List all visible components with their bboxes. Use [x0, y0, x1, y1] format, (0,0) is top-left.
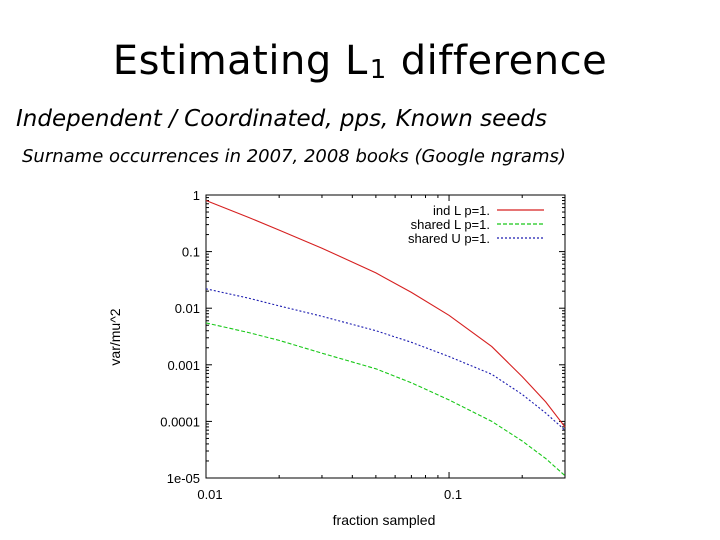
slide-title: Estimating L1 difference [0, 38, 720, 85]
legend: ind L p=1.shared L p=1.shared U p=1. [408, 203, 544, 246]
series-line-2 [205, 322, 566, 477]
y-tick-label: 0.1 [182, 245, 200, 260]
x-axis-label: fraction sampled [333, 512, 436, 528]
plot-frame [205, 194, 566, 479]
x-tick-label: 0.1 [444, 487, 462, 502]
title-main: Estimating L [112, 38, 368, 84]
title-subscript: 1 [369, 55, 387, 85]
y-axis-label: var/mu^2 [107, 308, 123, 365]
slide-subtitle: Independent / Coordinated, pps, Known se… [16, 106, 547, 132]
legend-label: shared U p=1. [408, 231, 490, 246]
y-tick-label: 1 [193, 188, 200, 203]
x-tick-label: 0.01 [197, 487, 222, 502]
slide-description: Surname occurrences in 2007, 2008 books … [22, 146, 566, 167]
y-tick-label: 0.01 [175, 301, 200, 316]
y-tick-label: 0.001 [167, 358, 200, 373]
legend-label: shared L p=1. [411, 217, 490, 232]
series-line-3 [205, 288, 566, 431]
y-tick-label: 0.0001 [160, 414, 200, 429]
legend-label: ind L p=1. [433, 203, 490, 218]
series-line-1 [205, 199, 566, 428]
title-end: difference [400, 38, 608, 84]
series-layer [205, 199, 566, 477]
y-tick-label: 1e-05 [167, 471, 200, 486]
